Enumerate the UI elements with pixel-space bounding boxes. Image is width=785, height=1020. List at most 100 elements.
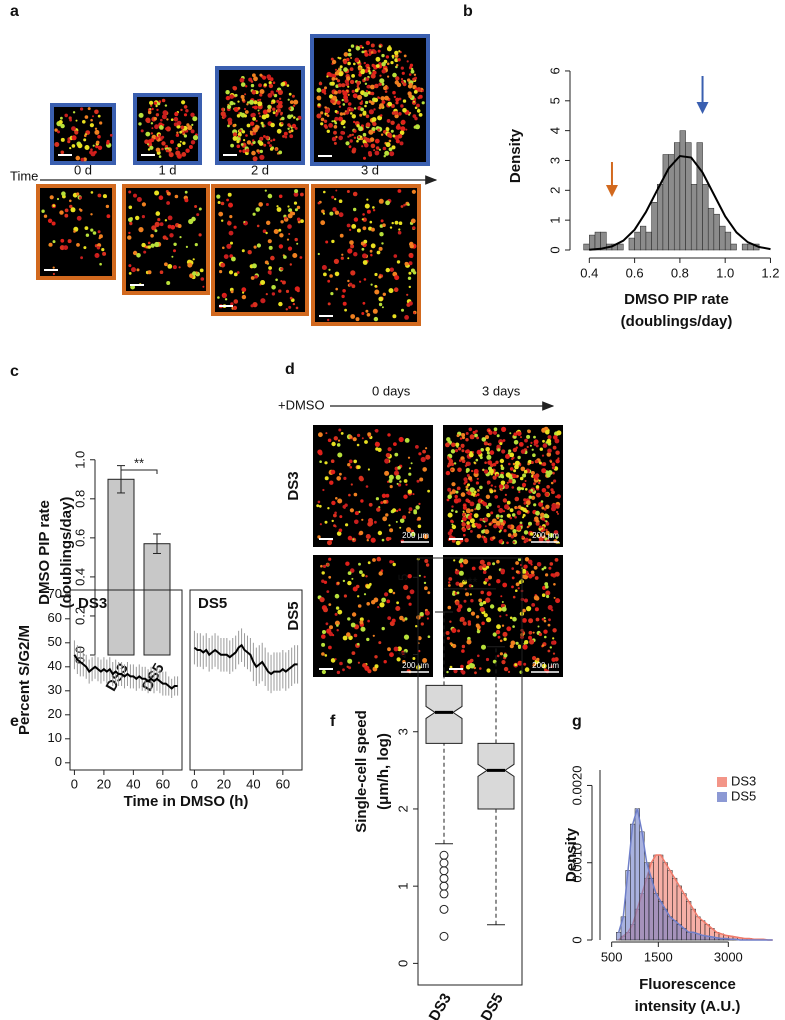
cell — [293, 99, 299, 105]
cell — [543, 619, 547, 623]
histogram-bar — [648, 877, 654, 941]
cell — [404, 438, 410, 443]
x-tick-label: 0.4 — [580, 265, 598, 280]
cell — [535, 521, 540, 526]
cell — [392, 314, 397, 319]
cell — [474, 433, 478, 438]
cell — [396, 482, 399, 485]
cell — [342, 579, 346, 583]
cell — [455, 442, 460, 447]
cell — [370, 143, 376, 149]
cell — [82, 120, 86, 124]
cell — [220, 262, 226, 268]
cell — [52, 272, 56, 276]
cell — [153, 117, 157, 121]
histogram-bar — [600, 231, 607, 251]
cell — [379, 78, 385, 84]
cell — [287, 205, 290, 208]
cell — [237, 100, 240, 103]
cell — [384, 150, 390, 156]
cell — [521, 568, 527, 574]
cell — [380, 569, 384, 572]
cell — [378, 641, 382, 645]
cell — [321, 652, 325, 656]
cell — [549, 646, 552, 649]
cell — [347, 93, 350, 96]
y-tick-label: 60 — [48, 610, 62, 625]
cell — [338, 428, 342, 432]
cell — [339, 65, 343, 69]
cell — [321, 642, 326, 647]
histogram-bar — [667, 916, 673, 941]
time-label: 3 days — [482, 383, 521, 398]
cell — [475, 429, 478, 433]
cell — [225, 90, 230, 95]
cell — [326, 590, 330, 593]
cell — [423, 575, 426, 579]
cell — [336, 79, 341, 83]
x-tick-label: 500 — [601, 949, 623, 964]
cell — [350, 483, 353, 486]
cell — [60, 123, 65, 129]
cell — [549, 562, 554, 566]
cell — [258, 83, 262, 88]
cell — [326, 628, 332, 634]
cell — [287, 98, 290, 101]
cell — [57, 130, 60, 134]
cell — [334, 68, 338, 71]
cell — [499, 615, 502, 618]
cell — [554, 558, 559, 562]
cell — [324, 654, 328, 657]
cell — [395, 139, 400, 144]
cell — [268, 266, 272, 270]
cell — [445, 442, 450, 448]
cell — [358, 73, 362, 77]
cell — [179, 236, 182, 239]
cell — [92, 144, 95, 147]
cell — [399, 615, 404, 621]
cell — [335, 497, 338, 500]
cell — [292, 104, 296, 107]
cell — [358, 530, 364, 536]
cell — [240, 94, 245, 99]
cell — [368, 53, 372, 56]
cell — [538, 525, 542, 529]
cell — [333, 436, 338, 441]
cell — [373, 597, 379, 603]
histogram-bar — [702, 184, 709, 251]
cell — [489, 489, 494, 494]
cell — [280, 111, 283, 115]
cell — [496, 624, 501, 630]
cell — [515, 589, 518, 592]
cell — [357, 94, 363, 100]
cell — [76, 215, 82, 221]
cell — [109, 133, 113, 137]
panel-label: a — [10, 3, 19, 20]
cell — [483, 441, 488, 446]
cell — [398, 112, 402, 116]
cell — [482, 468, 485, 471]
cell — [319, 460, 322, 464]
cell — [447, 464, 450, 468]
cell — [550, 573, 554, 577]
cell — [365, 68, 369, 71]
cell — [488, 468, 494, 474]
cell — [498, 525, 504, 530]
cell — [276, 128, 282, 134]
cell — [500, 466, 505, 471]
y-tick-label: 1 — [547, 217, 562, 224]
cell — [538, 501, 544, 507]
cell — [279, 100, 283, 105]
cell — [99, 121, 103, 125]
cell — [346, 190, 350, 193]
cell — [333, 524, 336, 527]
cell — [372, 206, 375, 209]
cell — [331, 195, 335, 199]
cell — [347, 248, 353, 254]
cell — [367, 432, 372, 437]
cell — [358, 510, 361, 513]
cell — [276, 108, 281, 113]
cell — [500, 514, 504, 518]
outlier — [439, 881, 449, 891]
cell — [462, 579, 468, 585]
